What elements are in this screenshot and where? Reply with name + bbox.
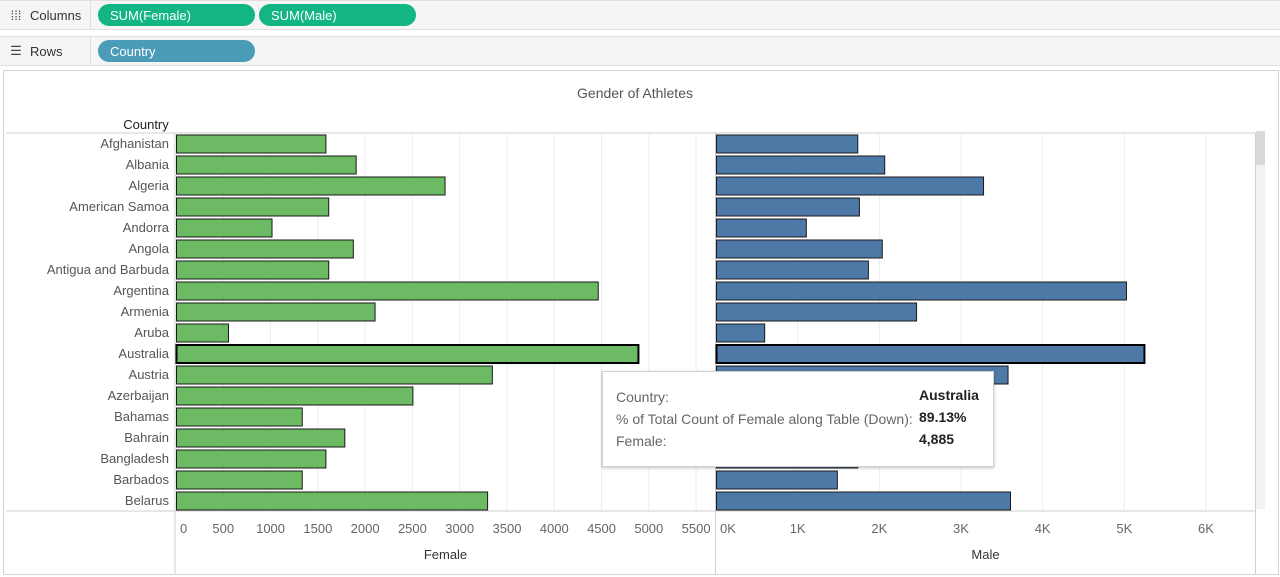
axis-tick-label: 1000 — [256, 521, 285, 536]
country-label: Andorra — [123, 220, 170, 235]
row-header-country: Country — [123, 117, 169, 132]
country-label: Austria — [129, 367, 170, 382]
country-pill[interactable]: Country — [98, 40, 255, 62]
axis-tick-label: 0 — [180, 521, 187, 536]
axis-tick-label: 2000 — [351, 521, 380, 536]
rows-icon: ☰ — [10, 43, 22, 58]
sum-male-pill[interactable]: SUM(Male) — [259, 4, 416, 26]
bar-male — [716, 323, 766, 343]
axis-tick-label: 4K — [1035, 521, 1051, 536]
axis-tick-label: 4500 — [587, 521, 616, 536]
country-label: Bahamas — [114, 409, 169, 424]
bar-female — [176, 365, 493, 385]
bar-male — [716, 281, 1127, 301]
visualization-pane: Gender of Athletes Country 0 500 1000 1500 200… — [3, 70, 1279, 575]
axis-tick-label: 6K — [1198, 521, 1214, 536]
bar-female — [176, 218, 273, 238]
bar-male — [716, 470, 838, 490]
columns-icon: ⁞⁞⁞ — [10, 7, 22, 23]
bar-male — [716, 197, 860, 217]
bar-female — [176, 407, 303, 427]
axis-tick-label: 5500 — [682, 521, 711, 536]
country-label: Angola — [129, 241, 170, 256]
bar-female — [176, 176, 446, 196]
tooltip: Country: Australia % of Total Count of F… — [602, 371, 994, 467]
country-label: Australia — [118, 346, 169, 361]
bar-male — [716, 491, 1011, 511]
tooltip-pct-value: 89.13% — [919, 409, 967, 425]
axis-tick-label: 2500 — [398, 521, 427, 536]
bar-female — [176, 260, 330, 280]
columns-shelf-label: ⁞⁞⁞ Columns — [0, 1, 91, 29]
bar-female — [176, 239, 354, 259]
bar-female — [176, 386, 414, 406]
bar-female — [176, 281, 599, 301]
bar-female — [175, 344, 640, 364]
country-label: Azerbaijan — [108, 388, 169, 403]
tooltip-country-row: Country: — [616, 387, 669, 407]
bar-male — [716, 134, 859, 154]
country-label: American Samoa — [69, 199, 169, 214]
tooltip-country-label: Country: — [616, 389, 669, 405]
country-label: Albania — [126, 157, 170, 172]
axis-tick-label: 500 — [212, 521, 234, 536]
axis-tick-label: 5000 — [634, 521, 663, 536]
bar-male — [716, 218, 807, 238]
country-label: Argentina — [113, 283, 169, 298]
axis-tick-label: 4000 — [540, 521, 569, 536]
bar-female — [176, 470, 303, 490]
axis-tick-label: 5K — [1116, 521, 1132, 536]
bar-female — [176, 197, 330, 217]
country-label: Armenia — [121, 304, 170, 319]
country-label: Algeria — [129, 178, 170, 193]
axis-title-female: Female — [424, 547, 467, 562]
chart-title: Gender of Athletes — [577, 85, 693, 101]
axis-tick-label: 1K — [790, 521, 806, 536]
tooltip-female-row: Female: — [616, 431, 667, 451]
bar-female — [176, 428, 346, 448]
bar-female — [176, 302, 376, 322]
country-label: Bahrain — [124, 430, 169, 445]
rows-shelf: ☰ Rows Country — [0, 36, 1280, 66]
scrollbar-thumb[interactable] — [1256, 131, 1265, 165]
bar-female — [176, 323, 230, 343]
tooltip-female-label: Female: — [616, 433, 667, 449]
country-label: Belarus — [125, 493, 170, 508]
bar-male — [716, 260, 869, 280]
rows-label: Rows — [30, 43, 63, 59]
axis-title-male: Male — [971, 547, 999, 562]
tooltip-pct-row: % of Total Count of Female along Table (… — [616, 409, 913, 429]
tooltip-pct-label: % of Total Count of Female along Table (… — [616, 411, 913, 427]
axis-tick-label: 3000 — [445, 521, 474, 536]
axis-tick-label: 2K — [871, 521, 887, 536]
bar-female — [176, 155, 357, 175]
bar-male — [716, 155, 886, 175]
columns-shelf: ⁞⁞⁞ Columns SUM(Female) SUM(Male) — [0, 0, 1280, 30]
country-label: Bangladesh — [100, 451, 169, 466]
bar-male — [716, 176, 985, 196]
axis-tick-label: 0K — [720, 521, 736, 536]
tooltip-female-value: 4,885 — [919, 431, 955, 447]
bar-male — [716, 239, 883, 259]
bar-male — [716, 302, 918, 322]
axis-tick-label: 1500 — [303, 521, 332, 536]
country-label: Antigua and Barbuda — [47, 262, 170, 277]
country-label: Afghanistan — [100, 136, 169, 151]
bar-chart: Gender of Athletes Country 0 500 1000 1500 200… — [6, 85, 1256, 574]
sum-female-pill[interactable]: SUM(Female) — [98, 4, 255, 26]
bar-female — [176, 134, 327, 154]
bar-female — [176, 449, 327, 469]
country-label: Barbados — [113, 472, 169, 487]
country-label: Aruba — [134, 325, 169, 340]
bar-male — [715, 344, 1146, 364]
tooltip-country-value: Australia — [919, 387, 979, 403]
axis-tick-label: 3K — [953, 521, 969, 536]
bar-female — [176, 491, 489, 511]
columns-label: Columns — [30, 7, 82, 23]
vertical-scrollbar[interactable] — [1256, 131, 1265, 509]
rows-shelf-label: ☰ Rows — [0, 37, 91, 65]
axis-tick-label: 3500 — [493, 521, 522, 536]
